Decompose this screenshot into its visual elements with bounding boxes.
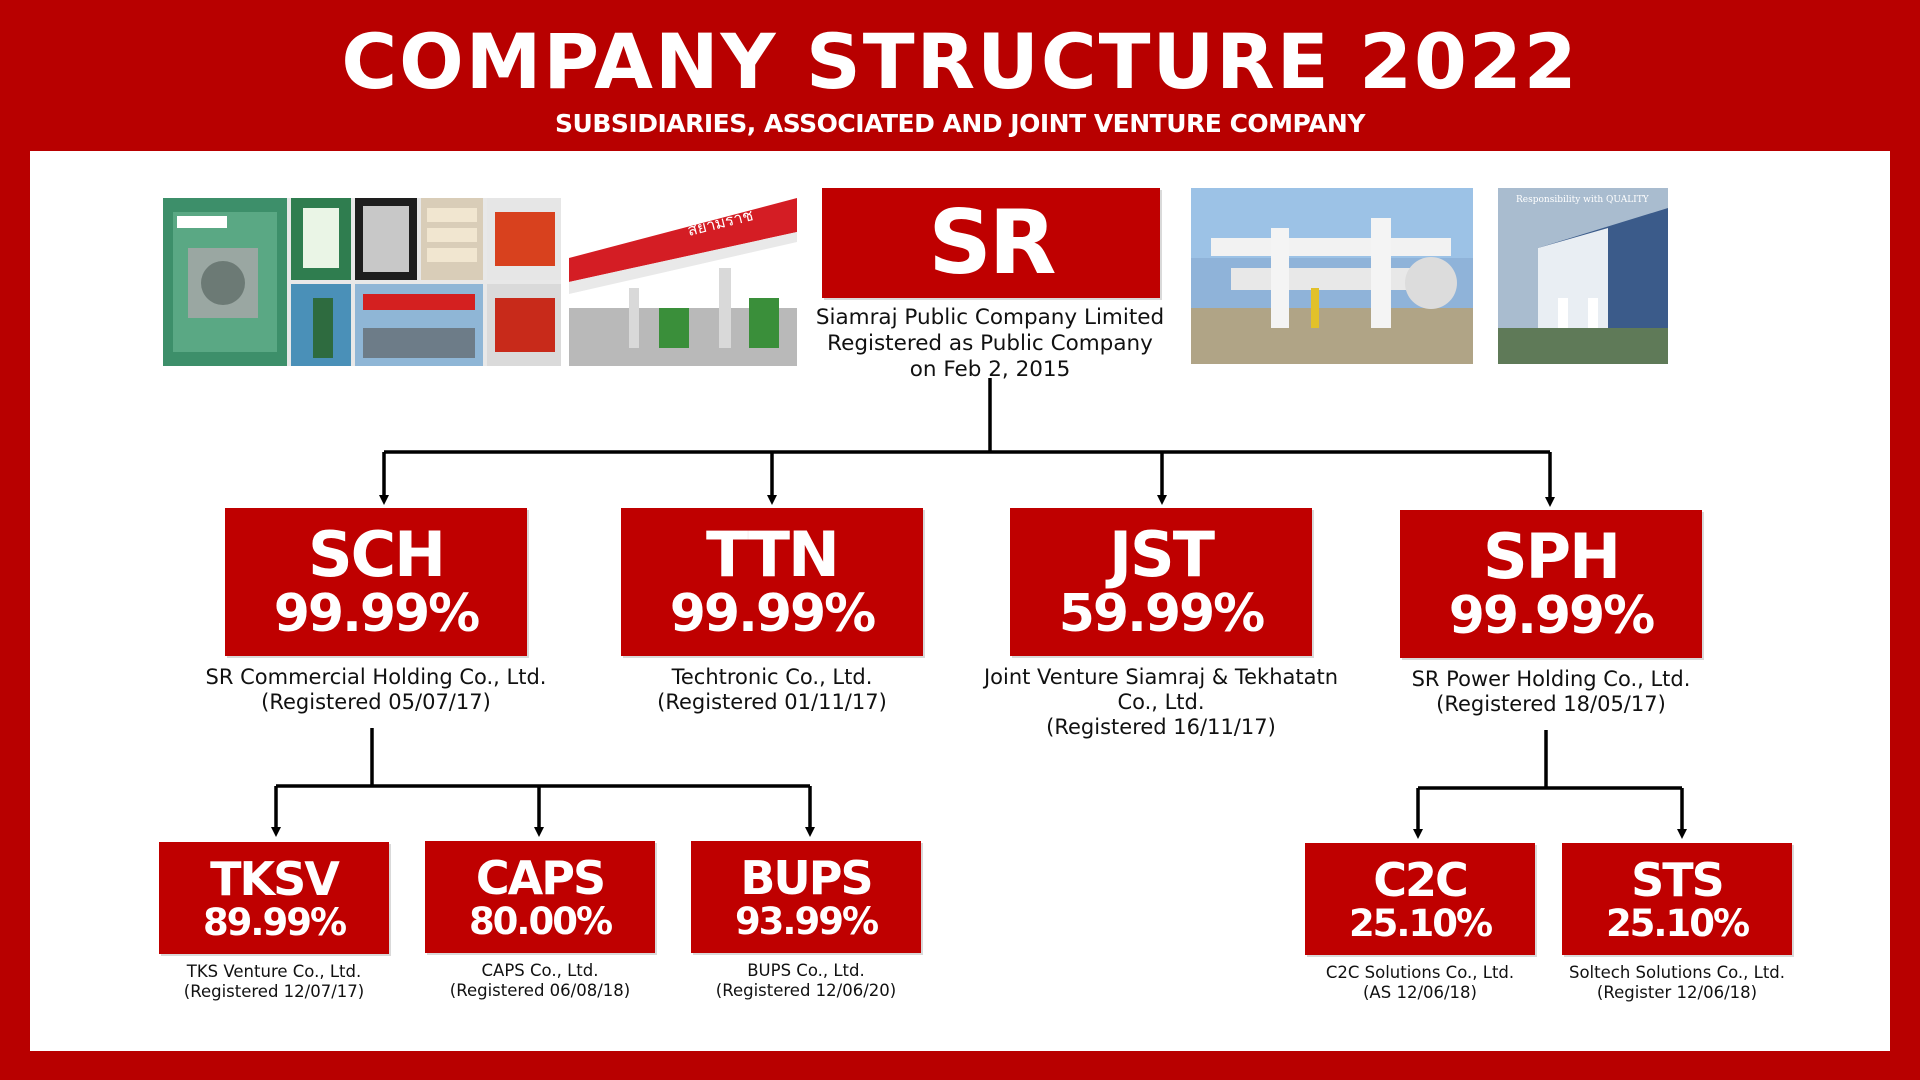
- child-box-caps: CAPS 80.00%: [425, 841, 655, 953]
- gas-station-photo: สยามราช: [569, 198, 797, 366]
- parent-description: Siamraj Public Company Limited Registere…: [790, 305, 1190, 382]
- subsidiary-box-jst: JST 59.99%: [1010, 508, 1312, 656]
- subsidiary-desc-jst: Joint Venture Siamraj & Tekhatatn Co., L…: [961, 665, 1361, 741]
- child-box-bups: BUPS 93.99%: [691, 841, 921, 953]
- child-box-c2c: C2C 25.10%: [1305, 843, 1535, 955]
- parent-code: SR: [928, 191, 1056, 294]
- subsidiary-pct: 59.99%: [1058, 584, 1266, 644]
- child-box-sts: STS 25.10%: [1562, 843, 1792, 955]
- child-reg: (Registered 12/07/17): [183, 981, 365, 1001]
- child-code: C2C: [1373, 852, 1469, 907]
- subsidiary-desc-sph: SR Power Holding Co., Ltd. (Registered 1…: [1351, 667, 1751, 717]
- subsidiary-name: SR Power Holding Co., Ltd.: [1411, 667, 1691, 691]
- child-desc-sts: Soltech Solutions Co., Ltd. (Register 12…: [1557, 963, 1797, 1003]
- child-pct: 80.00%: [468, 899, 613, 943]
- child-pct: 89.99%: [202, 900, 347, 944]
- page-subtitle: SUBSIDIARIES, ASSOCIATED AND JOINT VENTU…: [555, 109, 1365, 138]
- subsidiary-name: Techtronic Co., Ltd.: [671, 665, 873, 689]
- subsidiary-pct: 99.99%: [1448, 586, 1656, 646]
- parent-name: Siamraj Public Company Limited: [815, 305, 1165, 330]
- office-building-photo: Responsibility with QUALITY: [1498, 188, 1668, 364]
- child-reg: (Register 12/06/18): [1596, 982, 1758, 1002]
- parent-line2: Registered as Public Company: [827, 330, 1153, 356]
- page-title: COMPANY STRUCTURE 2022: [341, 17, 1579, 106]
- subsidiary-reg: (Registered 16/11/17): [1046, 715, 1276, 740]
- pipeline-photo: [1191, 188, 1473, 364]
- subsidiary-desc-sch: SR Commercial Holding Co., Ltd. (Registe…: [176, 665, 576, 715]
- subsidiary-desc-ttn: Techtronic Co., Ltd. (Registered 01/11/1…: [572, 665, 972, 715]
- child-pct: 93.99%: [734, 899, 879, 943]
- child-desc-tksv: TKS Venture Co., Ltd. (Registered 12/07/…: [154, 962, 394, 1002]
- subsidiary-reg: (Registered 05/07/17): [261, 690, 491, 715]
- subsidiary-reg: (Registered 01/11/17): [657, 690, 887, 715]
- subsidiary-name: SR Commercial Holding Co., Ltd.: [205, 665, 547, 689]
- subsidiary-box-ttn: TTN 99.99%: [621, 508, 923, 656]
- subsidiary-box-sph: SPH 99.99%: [1400, 510, 1702, 658]
- child-code: TKSV: [210, 851, 340, 906]
- child-name: TKS Venture Co., Ltd.: [186, 962, 362, 981]
- child-desc-bups: BUPS Co., Ltd. (Registered 12/06/20): [686, 961, 926, 1001]
- equipment-collage-photo: [163, 198, 561, 366]
- parent-box-sr: SR: [822, 188, 1160, 298]
- child-name: Soltech Solutions Co., Ltd.: [1568, 963, 1786, 982]
- subsidiary-reg: (Registered 18/05/17): [1436, 692, 1666, 717]
- subsidiary-pct: 99.99%: [669, 584, 877, 644]
- child-reg: (Registered 06/08/18): [449, 980, 631, 1000]
- child-desc-caps: CAPS Co., Ltd. (Registered 06/08/18): [420, 961, 660, 1001]
- subsidiary-code: SPH: [1483, 520, 1621, 593]
- child-name: BUPS Co., Ltd.: [747, 961, 865, 980]
- child-reg: (AS 12/06/18): [1363, 982, 1477, 1002]
- parent-line3: on Feb 2, 2015: [909, 356, 1071, 382]
- child-reg: (Registered 12/06/20): [715, 980, 897, 1000]
- child-name: C2C Solutions Co., Ltd.: [1325, 963, 1515, 982]
- building-sign-text: Responsibility with QUALITY: [1516, 195, 1650, 205]
- child-name: CAPS Co., Ltd.: [481, 961, 599, 980]
- child-pct: 25.10%: [1605, 901, 1750, 945]
- subsidiary-box-sch: SCH 99.99%: [225, 508, 527, 656]
- subsidiary-pct: 99.99%: [273, 584, 481, 644]
- child-desc-c2c: C2C Solutions Co., Ltd. (AS 12/06/18): [1300, 963, 1540, 1003]
- child-pct: 25.10%: [1348, 901, 1493, 945]
- child-code: BUPS: [740, 850, 873, 905]
- child-code: CAPS: [475, 850, 606, 905]
- subsidiary-name: Joint Venture Siamraj & Tekhatatn: [983, 665, 1339, 689]
- subsidiary-code: TTN: [706, 518, 840, 591]
- child-code: STS: [1631, 852, 1725, 907]
- subsidiary-name-line2: Co., Ltd.: [1117, 690, 1205, 715]
- subsidiary-code: JST: [1108, 518, 1215, 591]
- child-box-tksv: TKSV 89.99%: [159, 842, 389, 954]
- subsidiary-code: SCH: [307, 518, 446, 591]
